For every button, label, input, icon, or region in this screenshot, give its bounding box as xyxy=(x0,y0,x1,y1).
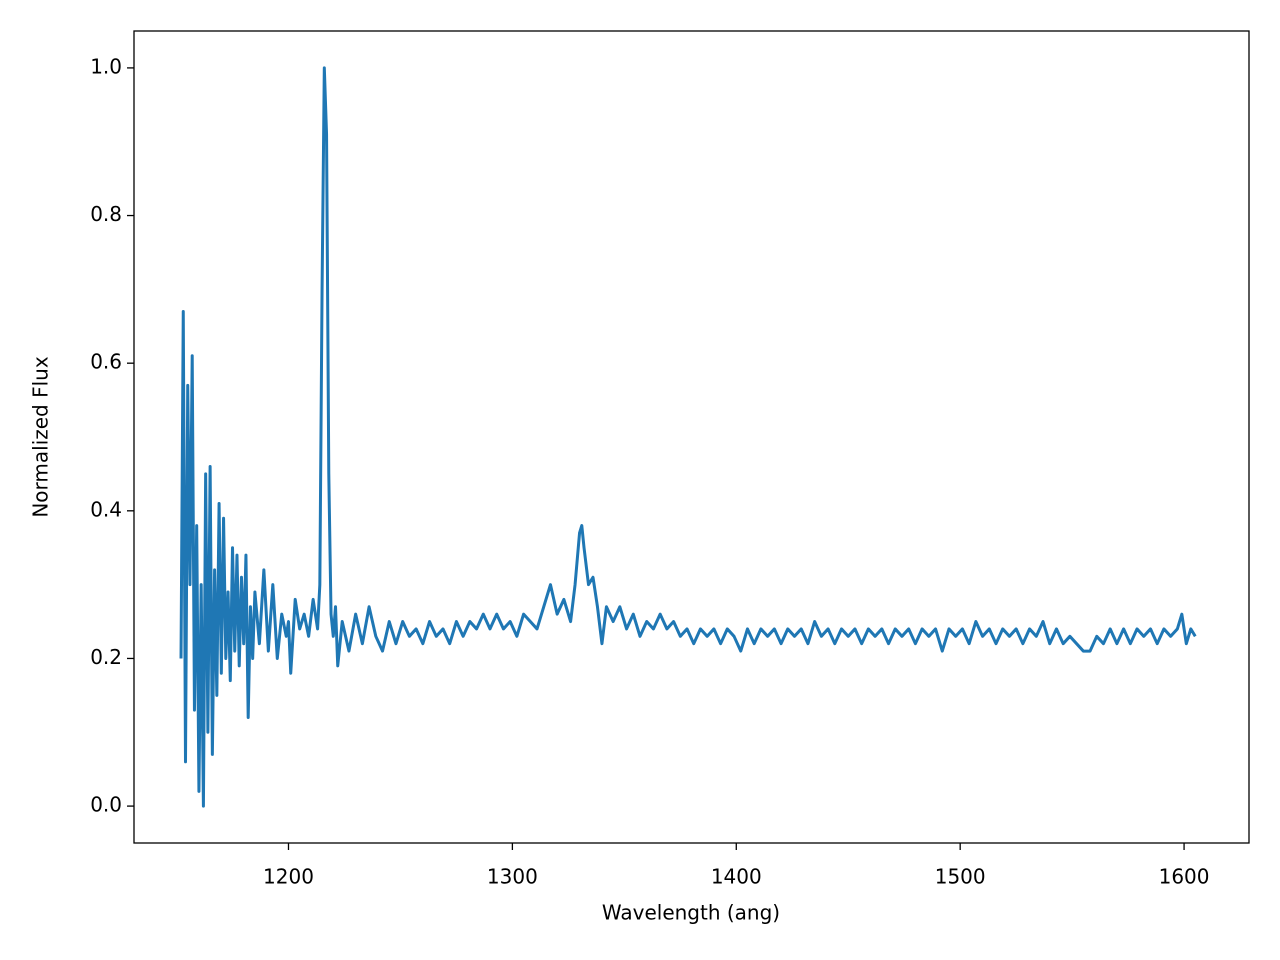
y-tick-label: 0.2 xyxy=(90,645,122,669)
y-tick-label: 0.0 xyxy=(90,793,122,817)
y-axis-label: Normalized Flux xyxy=(29,356,53,518)
plot-frame xyxy=(133,30,1250,844)
x-tick-label: 1400 xyxy=(711,865,762,889)
y-tick-label: 0.6 xyxy=(90,350,122,374)
spectrum-line xyxy=(179,66,1197,808)
y-tick-label: 1.0 xyxy=(90,54,122,78)
x-tick-label: 1500 xyxy=(935,865,986,889)
x-tick-label: 1600 xyxy=(1159,865,1210,889)
x-axis-label: Wavelength (ang) xyxy=(602,901,780,925)
x-tick-label: 1300 xyxy=(487,865,538,889)
y-tick-label: 0.4 xyxy=(90,497,122,521)
x-tick-label: 1200 xyxy=(263,865,314,889)
y-tick-label: 0.8 xyxy=(90,202,122,226)
